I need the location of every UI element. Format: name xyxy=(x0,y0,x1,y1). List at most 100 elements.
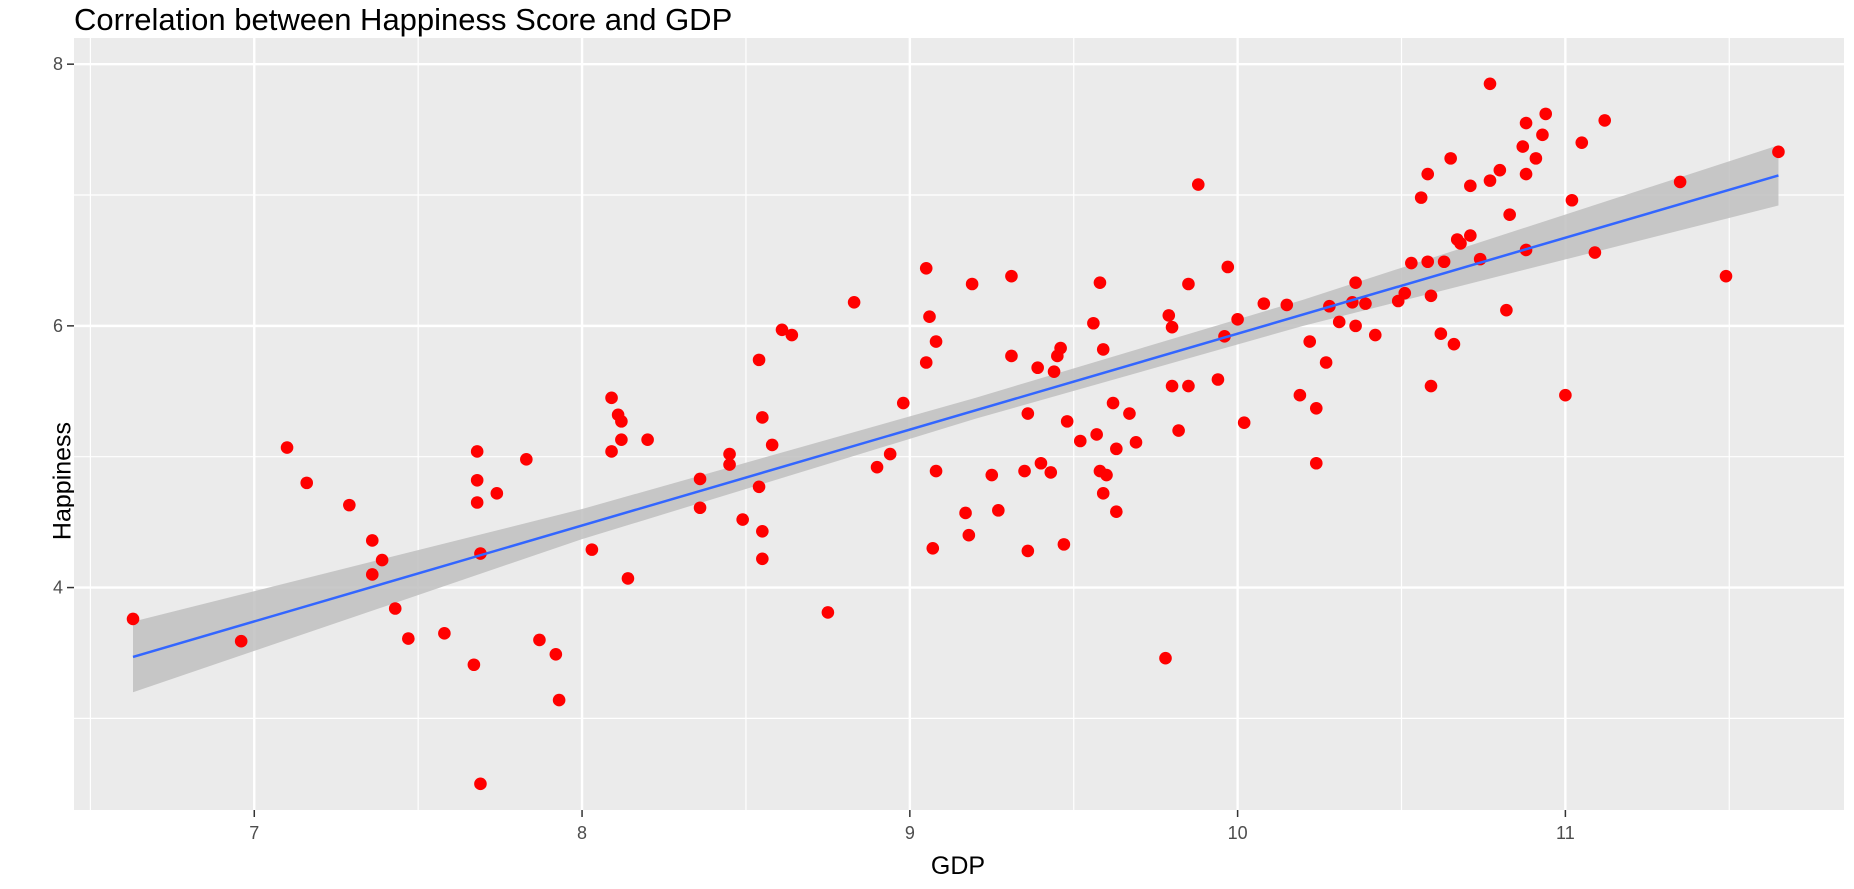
data-point-0 xyxy=(126,612,140,626)
data-point-61 xyxy=(1018,464,1031,478)
data-point-103 xyxy=(1309,456,1323,470)
data-point-118 xyxy=(1424,289,1438,303)
y-tick-label-8: 8 xyxy=(53,54,63,74)
data-point-116 xyxy=(1421,167,1435,181)
data-point-3 xyxy=(300,476,314,490)
data-point-104 xyxy=(1319,356,1333,369)
data-point-110 xyxy=(1359,297,1372,310)
data-point-143 xyxy=(1575,136,1589,149)
data-point-47 xyxy=(896,396,910,410)
data-point-134 xyxy=(1516,140,1530,153)
data-point-26 xyxy=(615,415,628,428)
data-point-123 xyxy=(1447,337,1461,351)
data-point-138 xyxy=(1529,152,1543,165)
data-point-136 xyxy=(1519,167,1533,181)
data-point-11 xyxy=(467,658,481,672)
data-point-40 xyxy=(765,438,779,452)
data-point-127 xyxy=(1464,179,1477,193)
data-point-146 xyxy=(1673,175,1687,189)
data-point-45 xyxy=(870,460,884,474)
data-point-86 xyxy=(1162,309,1176,322)
data-point-7 xyxy=(375,553,389,567)
data-point-92 xyxy=(1191,178,1205,191)
data-point-84 xyxy=(1129,436,1143,449)
plot-panel xyxy=(74,38,1844,810)
data-point-74 xyxy=(1090,428,1103,441)
data-point-64 xyxy=(1031,361,1044,375)
data-point-43 xyxy=(821,606,835,619)
data-point-39 xyxy=(756,552,769,566)
data-point-57 xyxy=(985,468,999,482)
axes-layer: 7 8 9 10 11 4 6 8 xyxy=(53,54,1575,843)
data-point-38 xyxy=(756,524,769,538)
data-point-121 xyxy=(1437,255,1451,269)
data-point-89 xyxy=(1172,424,1185,437)
data-point-96 xyxy=(1231,313,1244,326)
data-point-10 xyxy=(438,627,451,640)
data-point-9 xyxy=(402,632,415,645)
data-point-18 xyxy=(520,453,533,466)
data-point-52 xyxy=(929,335,943,348)
data-point-36 xyxy=(756,411,769,424)
data-point-90 xyxy=(1182,277,1195,291)
data-point-48 xyxy=(919,261,933,275)
data-point-130 xyxy=(1483,174,1497,187)
data-point-147 xyxy=(1719,269,1733,283)
data-point-102 xyxy=(1309,401,1323,415)
data-point-63 xyxy=(1021,544,1035,558)
data-point-29 xyxy=(641,433,654,447)
data-point-37 xyxy=(752,480,766,494)
data-point-101 xyxy=(1303,335,1317,348)
data-point-14 xyxy=(470,496,484,509)
data-point-135 xyxy=(1519,116,1533,130)
data-point-42 xyxy=(785,328,799,342)
data-point-69 xyxy=(1054,341,1067,355)
trend-line xyxy=(132,174,1779,659)
data-point-72 xyxy=(1073,434,1087,448)
x-tick-label-8: 8 xyxy=(577,823,587,843)
data-point-65 xyxy=(1034,456,1048,470)
data-point-129 xyxy=(1483,77,1497,91)
data-point-106 xyxy=(1332,315,1346,329)
data-point-23 xyxy=(605,391,618,405)
data-point-41 xyxy=(775,323,789,337)
data-point-8 xyxy=(388,602,402,615)
data-point-44 xyxy=(847,296,861,309)
data-point-4 xyxy=(343,498,356,512)
data-point-33 xyxy=(723,458,736,471)
x-tick-label-7: 7 xyxy=(249,823,259,843)
data-point-12 xyxy=(470,445,484,458)
data-point-141 xyxy=(1559,388,1572,402)
trend-line-layer xyxy=(132,174,1779,659)
data-point-28 xyxy=(621,572,635,585)
data-point-133 xyxy=(1503,208,1516,221)
data-point-131 xyxy=(1493,163,1507,177)
y-tick-label-4: 4 xyxy=(53,578,63,598)
data-point-83 xyxy=(1123,407,1136,420)
data-point-30 xyxy=(693,472,707,486)
data-point-20 xyxy=(549,647,563,661)
data-point-34 xyxy=(736,513,749,526)
data-point-6 xyxy=(365,568,379,581)
data-point-67 xyxy=(1047,365,1061,378)
data-point-16 xyxy=(474,777,487,791)
data-point-91 xyxy=(1182,379,1195,393)
data-point-82 xyxy=(1110,505,1123,518)
data-point-46 xyxy=(883,447,897,461)
data-point-2 xyxy=(280,441,294,454)
data-point-132 xyxy=(1500,303,1513,317)
data-point-32 xyxy=(723,447,736,461)
x-axis-label: GDP xyxy=(930,852,986,880)
data-point-24 xyxy=(605,445,618,458)
data-point-109 xyxy=(1349,319,1362,333)
data-point-120 xyxy=(1434,327,1448,341)
data-point-99 xyxy=(1280,298,1294,312)
data-point-140 xyxy=(1539,107,1553,121)
data-point-144 xyxy=(1588,246,1602,259)
data-point-126 xyxy=(1464,229,1477,242)
data-point-85 xyxy=(1159,651,1172,665)
data-point-54 xyxy=(959,506,972,520)
data-point-113 xyxy=(1398,286,1412,300)
data-point-95 xyxy=(1221,260,1235,274)
